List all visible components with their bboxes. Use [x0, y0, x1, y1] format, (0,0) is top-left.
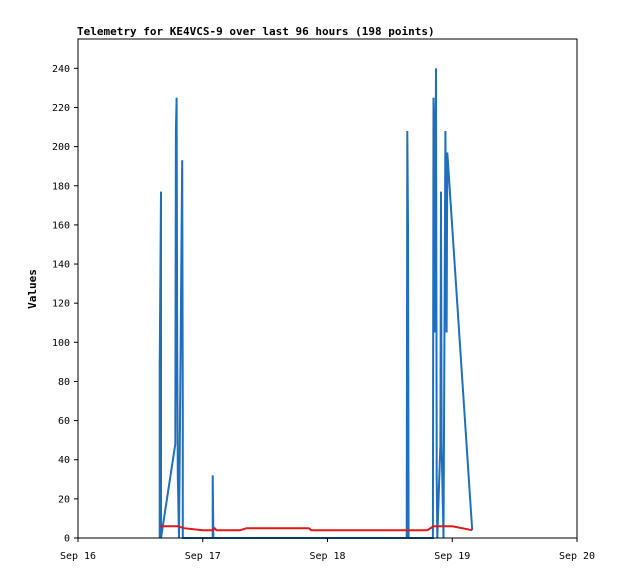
y-tick-label: 80	[58, 377, 70, 388]
y-tick-label: 20	[58, 494, 70, 505]
y-tick-label: 120	[52, 299, 70, 310]
y-axis-label: Values	[26, 269, 39, 309]
y-tick-label: 60	[58, 416, 70, 427]
x-tick-label: Sep 16	[60, 551, 96, 562]
x-axis: Sep 16 Sep 17 Sep 18 Sep 19 Sep 20	[60, 538, 595, 562]
series-layer	[158, 68, 474, 539]
plot-frame	[77, 38, 578, 539]
x-tick-label: Sep 20	[559, 551, 595, 562]
y-tick-label: 180	[52, 181, 70, 192]
y-tick-label: 160	[52, 220, 70, 231]
y-tick-label: 140	[52, 260, 70, 271]
series-line-0	[158, 68, 474, 539]
y-tick-label: 0	[64, 534, 70, 545]
y-tick-label: 40	[58, 455, 70, 466]
chart-title: Telemetry for KE4VCS-9 over last 96 hour…	[77, 25, 435, 38]
y-tick-label: 200	[52, 142, 70, 153]
y-tick-label: 240	[52, 64, 70, 75]
x-tick-label: Sep 19	[434, 551, 470, 562]
x-tick-label: Sep 17	[185, 551, 221, 562]
y-tick-label: 100	[52, 338, 70, 349]
x-tick-label: Sep 18	[309, 551, 345, 562]
series-line-1	[159, 525, 473, 532]
y-tick-label: 220	[52, 103, 70, 114]
y-axis: 0 20 40 60 80 100 120 140 160 180 200 220 240	[52, 64, 78, 545]
